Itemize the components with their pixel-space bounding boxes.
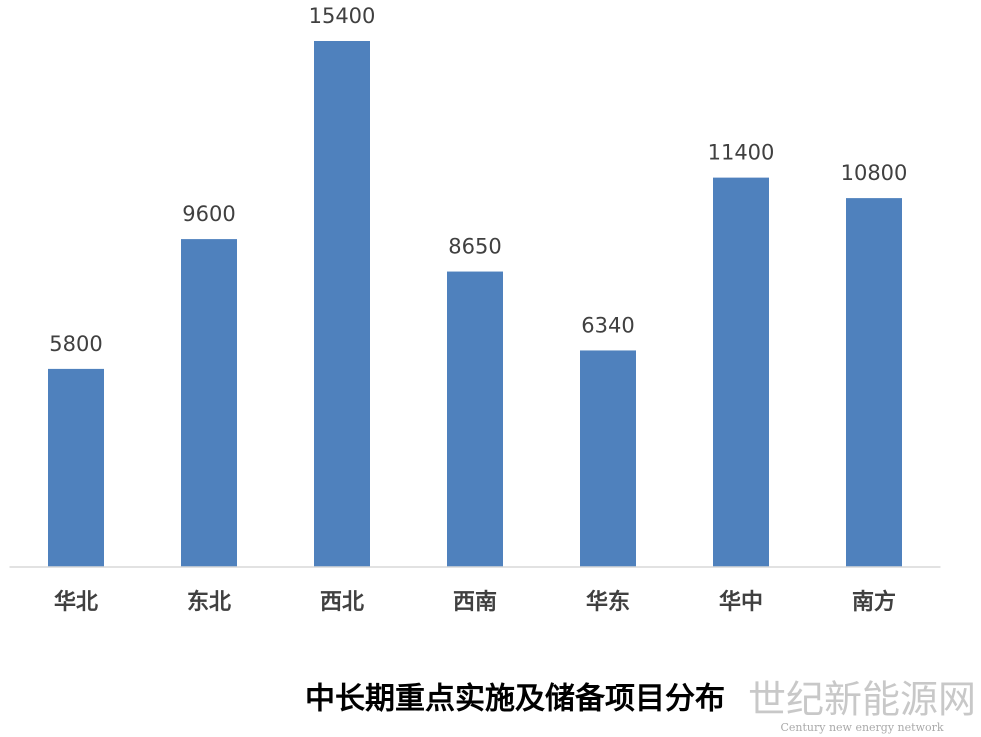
value-label: 9600 (182, 202, 235, 226)
value-label: 6340 (581, 313, 634, 337)
value-label: 15400 (309, 4, 376, 28)
bar (713, 177, 769, 567)
x-tick-label: 华北 (54, 589, 98, 615)
bar (447, 271, 503, 567)
value-label: 8650 (448, 235, 501, 259)
value-label: 10800 (841, 161, 908, 185)
x-tick-label: 西北 (320, 590, 364, 615)
x-tick-label: 西南 (453, 590, 497, 615)
bar (48, 368, 104, 567)
bar (580, 350, 636, 567)
x-tick-label: 华中 (719, 589, 763, 615)
watermark: 世纪新能源网 (748, 678, 976, 722)
bar (314, 40, 370, 567)
value-label: 5800 (49, 332, 102, 356)
bar (846, 198, 902, 568)
x-tick-label: 南方 (852, 589, 896, 615)
chart-title: 中长期重点实施及储备项目分布 (305, 682, 725, 717)
value-label: 11400 (708, 141, 775, 165)
watermark-subtitle: Century new energy network (780, 721, 943, 734)
x-tick-label: 东北 (187, 589, 231, 615)
x-tick-label: 华东 (586, 589, 630, 615)
bar (181, 239, 237, 567)
